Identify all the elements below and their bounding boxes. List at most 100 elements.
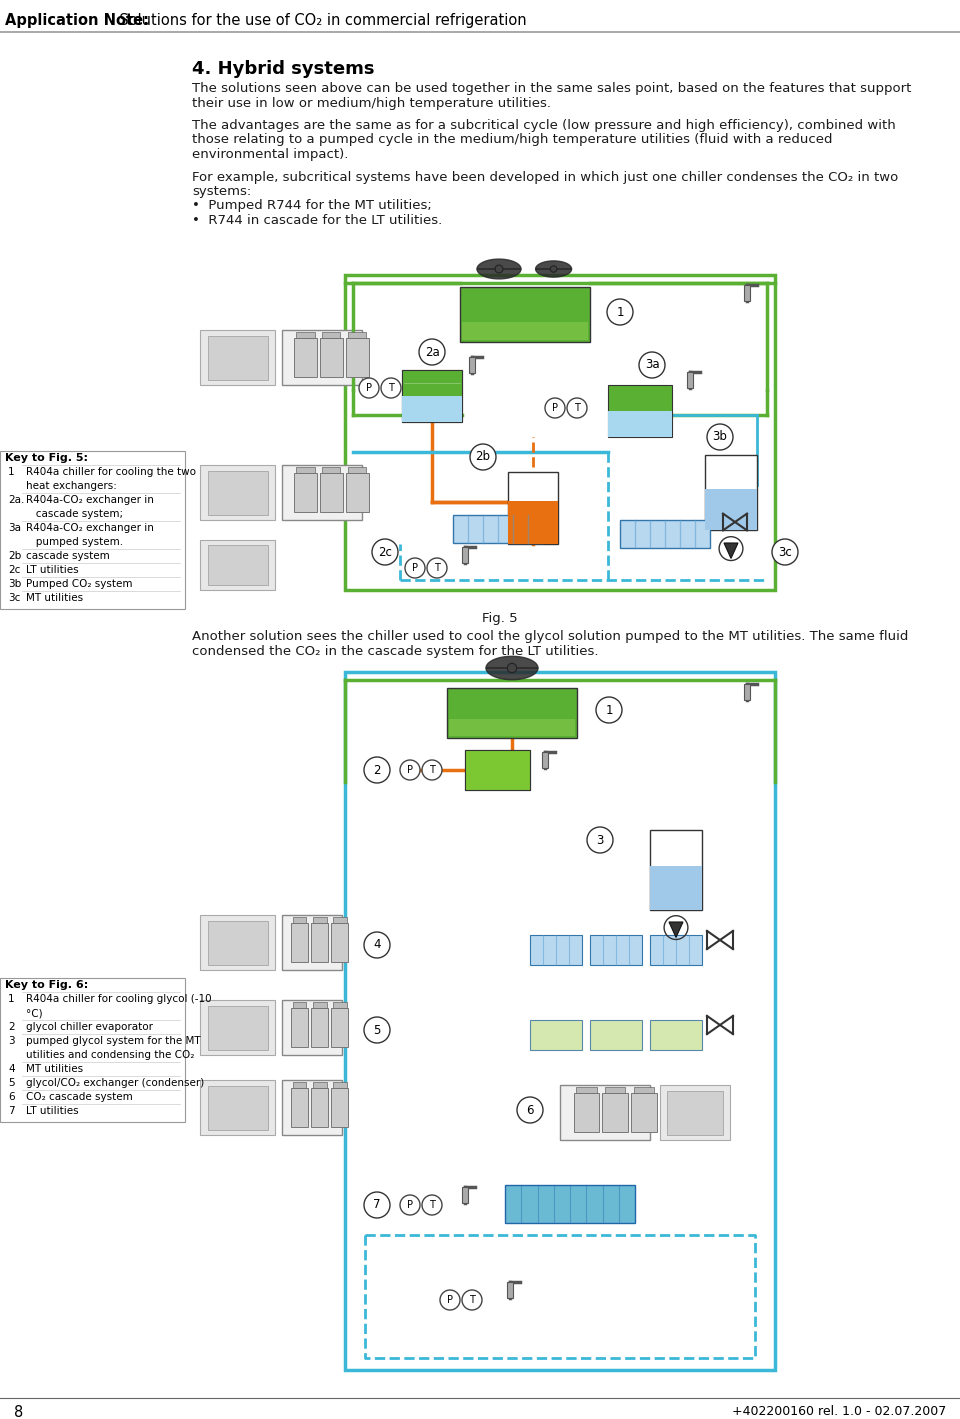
Bar [650, 1020, 702, 1050]
Text: LT utilities: LT utilities [26, 1105, 79, 1115]
Text: 4: 4 [8, 1064, 14, 1074]
Circle shape [550, 265, 557, 272]
Polygon shape [669, 922, 683, 938]
Text: 5: 5 [373, 1023, 381, 1036]
Bar [293, 1081, 306, 1088]
Text: MT utilities: MT utilities [26, 593, 84, 603]
Circle shape [545, 397, 565, 419]
Text: 3c: 3c [8, 593, 20, 603]
Text: P: P [366, 383, 372, 393]
Text: 6: 6 [8, 1093, 14, 1103]
Bar [282, 1080, 342, 1135]
Text: T: T [434, 563, 440, 573]
Text: T: T [469, 1296, 475, 1305]
Text: glycol chiller evaporator: glycol chiller evaporator [26, 1022, 153, 1032]
Text: 3b: 3b [712, 430, 728, 444]
Bar [323, 332, 341, 338]
Text: 3a: 3a [8, 524, 21, 534]
Bar [576, 1087, 597, 1093]
Text: 4: 4 [373, 938, 381, 952]
Circle shape [364, 1192, 390, 1218]
Bar [294, 474, 317, 512]
Text: 1: 1 [8, 993, 14, 1005]
Text: glycol/CO₂ exchanger (condenser): glycol/CO₂ exchanger (condenser) [26, 1078, 204, 1088]
Circle shape [419, 339, 445, 365]
Bar [505, 1185, 635, 1223]
Bar [320, 338, 343, 377]
Bar [469, 358, 475, 373]
Circle shape [707, 424, 733, 450]
Bar [291, 1009, 308, 1047]
Text: The advantages are the same as for a subcritical cycle (low pressure and high ef: The advantages are the same as for a sub… [192, 119, 896, 132]
Bar [705, 488, 757, 531]
Bar [200, 915, 275, 971]
Bar [705, 455, 757, 531]
Bar [634, 1087, 654, 1093]
Text: 2a.: 2a. [8, 495, 24, 505]
Bar [311, 1009, 328, 1047]
Bar [620, 519, 710, 548]
Bar [0, 451, 185, 609]
Text: 3a: 3a [645, 359, 660, 372]
Bar [650, 866, 702, 910]
Bar [200, 465, 275, 519]
Text: utilities and condensing the CO₂: utilities and condensing the CO₂ [26, 1050, 194, 1060]
Circle shape [427, 558, 447, 578]
Bar [207, 1086, 268, 1130]
Bar [311, 1088, 328, 1127]
Text: R404a chiller for cooling the two: R404a chiller for cooling the two [26, 467, 196, 477]
Text: P: P [407, 765, 413, 775]
Text: 3b: 3b [8, 579, 21, 589]
Bar [346, 338, 369, 377]
Circle shape [359, 377, 379, 397]
Text: heat exchangers:: heat exchangers: [26, 481, 117, 491]
Text: pumped system.: pumped system. [26, 536, 123, 546]
Text: Another solution sees the chiller used to cool the glycol solution pumped to the: Another solution sees the chiller used t… [192, 630, 908, 643]
Text: 8: 8 [14, 1405, 23, 1419]
Bar [207, 1006, 268, 1050]
Bar [311, 924, 328, 962]
Text: cascade system: cascade system [26, 551, 109, 561]
Bar [650, 935, 702, 965]
Text: 3: 3 [8, 1036, 14, 1046]
Bar [348, 332, 367, 338]
Text: pumped glycol system for the MT: pumped glycol system for the MT [26, 1036, 201, 1046]
Text: 5: 5 [8, 1078, 14, 1088]
Bar [200, 1080, 275, 1135]
Bar [207, 545, 268, 585]
Circle shape [587, 827, 613, 853]
Bar [560, 1086, 650, 1139]
Bar [282, 1000, 342, 1054]
Text: °C): °C) [26, 1007, 42, 1017]
Bar [313, 1002, 326, 1009]
Text: P: P [552, 403, 558, 413]
Text: condensed the CO₂ in the cascade system for the LT utilities.: condensed the CO₂ in the cascade system … [192, 644, 598, 657]
Circle shape [440, 1290, 460, 1310]
Text: •  Pumped R744 for the MT utilities;: • Pumped R744 for the MT utilities; [192, 200, 432, 213]
Text: 1: 1 [616, 305, 624, 318]
Bar [631, 1093, 657, 1132]
Bar [345, 275, 775, 590]
Bar [297, 332, 315, 338]
Text: 2: 2 [8, 1022, 14, 1032]
Bar [608, 385, 672, 437]
FancyBboxPatch shape [447, 688, 577, 738]
Bar [331, 924, 348, 962]
Bar [608, 412, 672, 437]
Polygon shape [486, 657, 538, 668]
Bar [508, 501, 558, 543]
Bar [667, 1090, 723, 1135]
Text: T: T [429, 765, 435, 775]
Bar [744, 684, 750, 700]
Circle shape [607, 299, 633, 325]
Bar [744, 285, 750, 301]
Bar [402, 396, 462, 421]
Bar [449, 719, 575, 736]
Circle shape [364, 932, 390, 958]
Bar [291, 924, 308, 962]
Bar [590, 935, 642, 965]
Circle shape [364, 756, 390, 783]
Text: 4. Hybrid systems: 4. Hybrid systems [192, 60, 374, 78]
Text: R404a chiller for cooling glycol (-10: R404a chiller for cooling glycol (-10 [26, 993, 211, 1005]
Bar [291, 1088, 308, 1127]
